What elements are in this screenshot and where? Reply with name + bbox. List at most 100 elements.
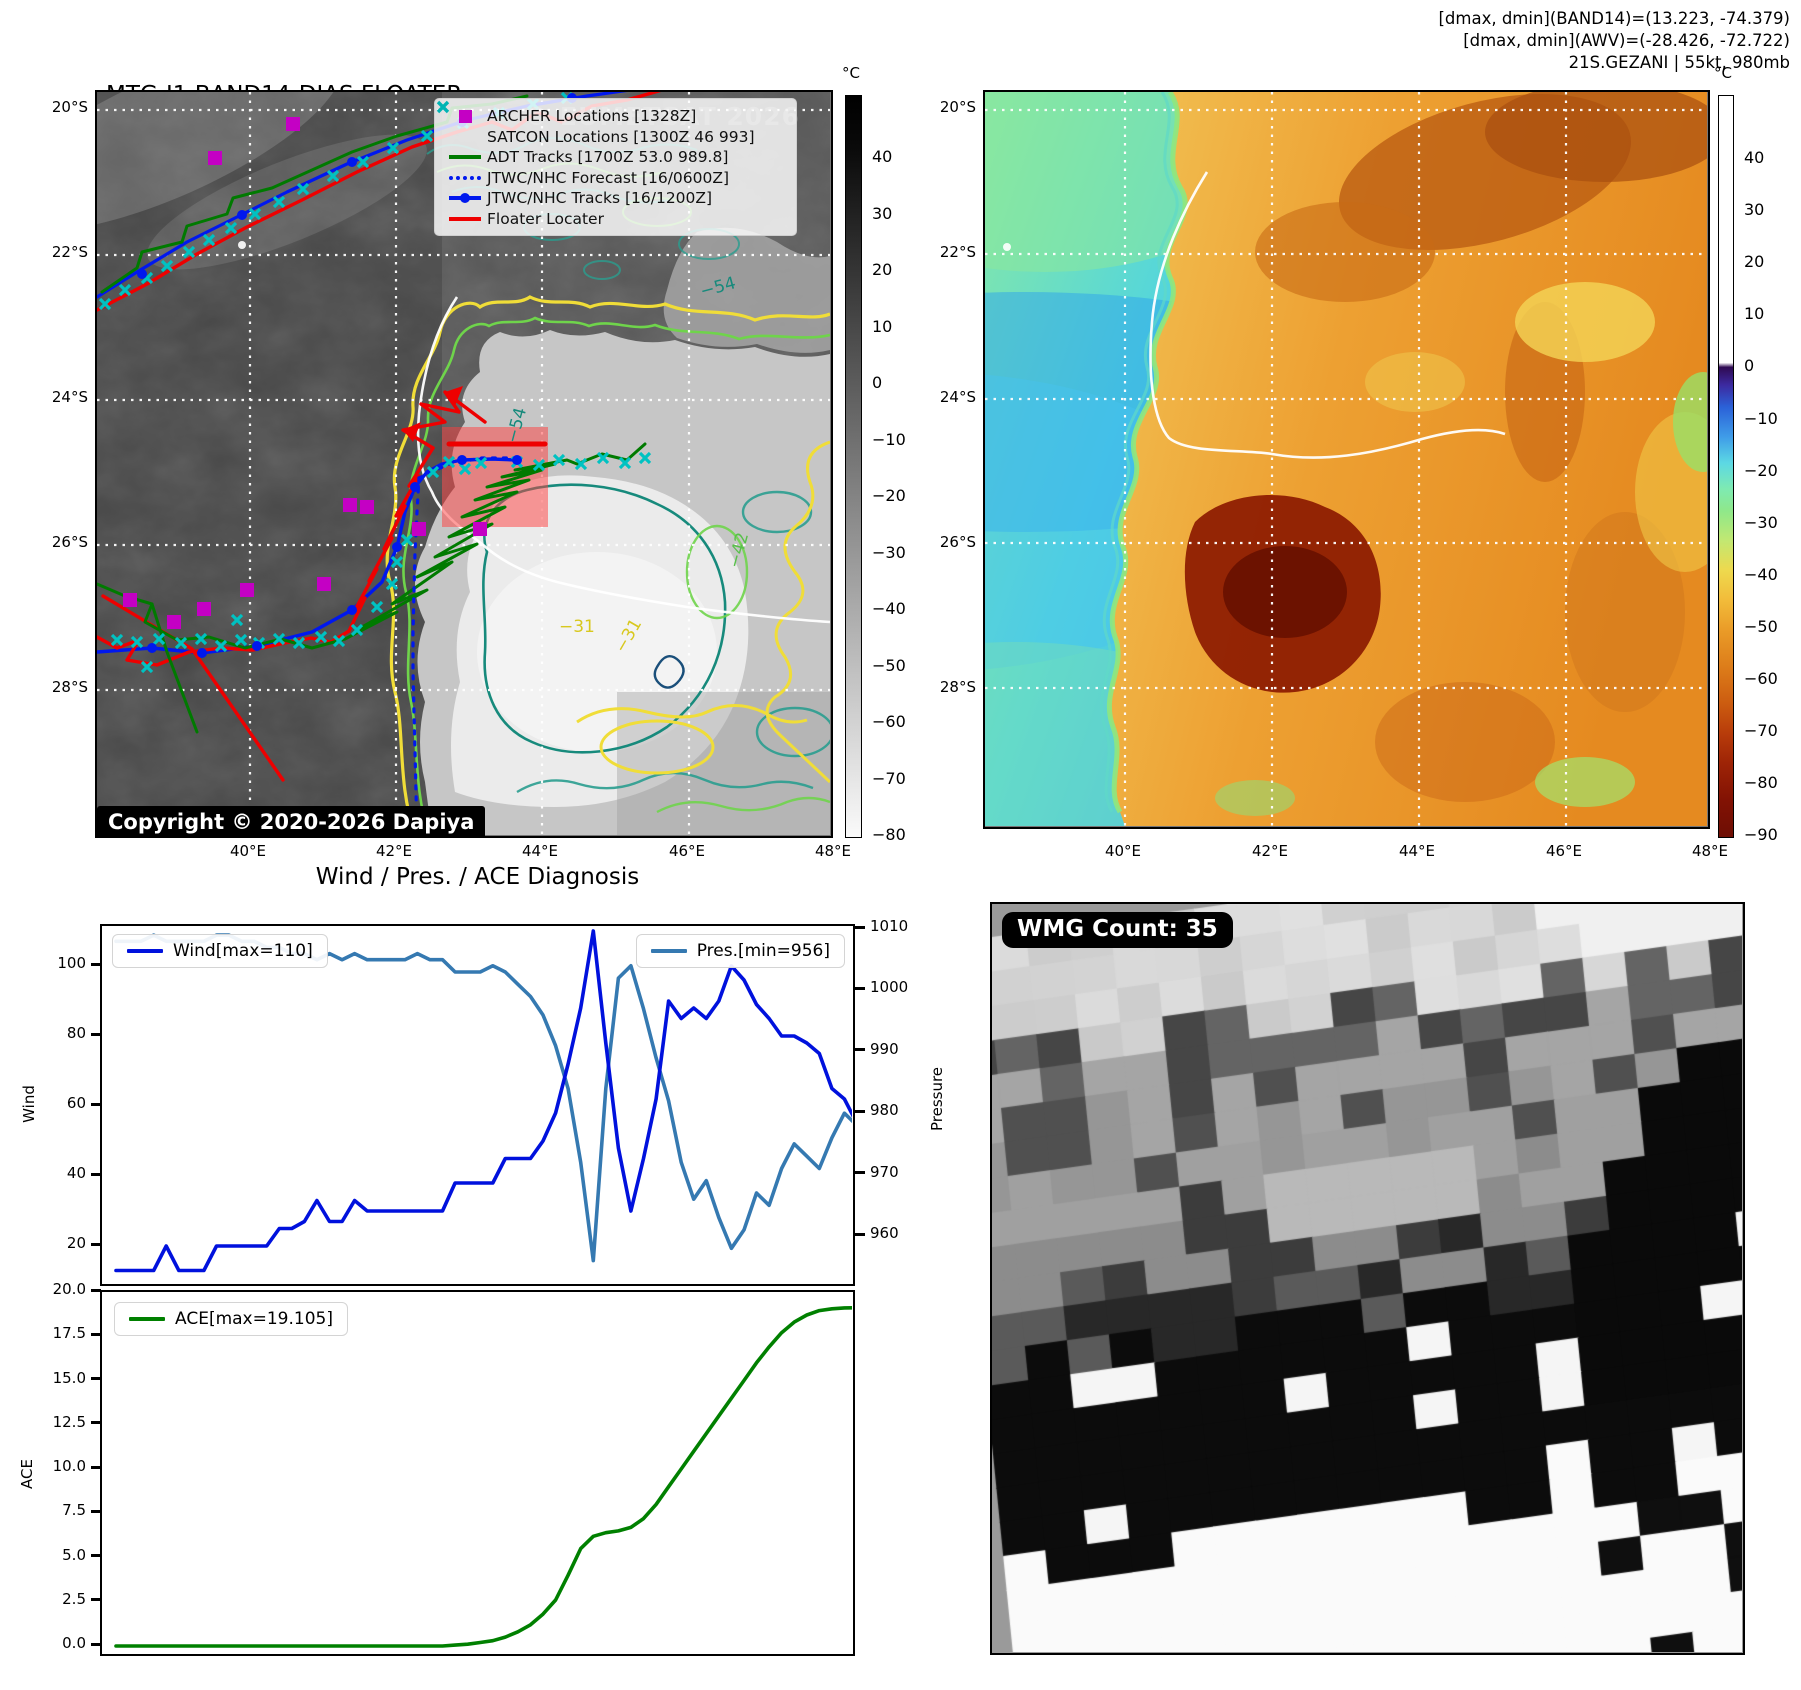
band14-colorbar-tick: 10	[872, 316, 893, 336]
square-marker-icon	[443, 109, 487, 123]
awv-lon-tick: 48°E	[1691, 842, 1729, 860]
ace-tick-label: 20.0	[52, 1280, 86, 1298]
pressure-tick-mark	[855, 986, 865, 990]
diagnosis-title: Wind / Pres. / ACE Diagnosis	[315, 864, 640, 890]
ace-legend-label: ACE[max=19.105]	[175, 1309, 333, 1329]
band14-colorbar-tick: −10	[872, 429, 906, 449]
awv-lon-tick: 44°E	[1398, 842, 1436, 860]
awv-lat-tick: 20°S	[939, 98, 976, 116]
band14-colorbar-tick: 30	[872, 203, 893, 223]
ace-tick-label: 12.5	[52, 1412, 86, 1431]
band14-colorbar	[845, 95, 862, 838]
pressure-tick-mark	[855, 1048, 865, 1052]
wind-pressure-chart: Wind[max=110] Pres.[min=956]	[100, 924, 872, 1286]
pressure-axis-label: Pressure	[928, 1066, 947, 1132]
wind-legend-line	[127, 948, 163, 954]
awv-colorbar-tick: −40	[1744, 564, 1778, 584]
wind-tick-mark	[91, 1032, 101, 1036]
wind-tick-mark	[91, 1242, 101, 1246]
wind-tick-label: 80	[66, 1024, 86, 1042]
awv-colorbar-tick: 30	[1744, 200, 1765, 220]
wind-tick-label: 100	[57, 954, 86, 972]
wmg-panel	[990, 902, 1745, 1655]
ace-legend: ACE[max=19.105]	[114, 1302, 348, 1336]
wmg-mosaic-image	[992, 904, 1742, 1652]
band14-colorbar-unit: °C	[842, 64, 860, 82]
wind-legend-label: Wind[max=110]	[173, 941, 313, 961]
dmax-dmin-awv: [dmax, dmin](AWV)=(-28.426, -72.722)	[1463, 31, 1790, 50]
ace-tick-label: 10.0	[52, 1457, 86, 1475]
ace-tick-mark	[91, 1288, 101, 1292]
pressure-legend: Pres.[min=956]	[635, 934, 845, 968]
legend-item: SATCON Locations [1300Z 46 993]	[436, 100, 788, 148]
line-marker-icon	[443, 155, 487, 160]
pressure-tick-mark	[855, 1171, 865, 1175]
band14-lat-tick: 26°S	[51, 533, 88, 551]
wind-tick-label: 20	[66, 1234, 86, 1252]
dotted-marker-icon	[443, 175, 487, 180]
legend-item-label: Floater Locater	[487, 209, 604, 228]
pressure-tick-label: 990	[870, 1039, 899, 1058]
ace-tick-label: 5.0	[62, 1545, 86, 1564]
legend-item-label: JTWC/NHC Tracks [16/1200Z]	[487, 189, 713, 208]
band14-colorbar-tick: −30	[872, 542, 906, 562]
ace-tick-mark	[91, 1554, 101, 1557]
awv-colorbar-tick: 10	[1744, 304, 1765, 324]
ace-chart: ACE[max=19.105]	[100, 1290, 859, 1656]
awv-colorbar-tick: −60	[1744, 669, 1778, 688]
line-marker-icon	[443, 216, 487, 221]
pressure-tick-mark	[855, 1109, 865, 1113]
copyright-badge: Copyright © 2020-2026 Dapiya	[97, 806, 486, 836]
band14-lat-tick: 24°S	[51, 388, 88, 406]
legend-item: JTWC/NHC Forecast [16/0600Z]	[443, 168, 788, 189]
awv-colorbar-tick: −80	[1744, 773, 1778, 793]
band14-colorbar-tick: −80	[872, 825, 906, 844]
awv-colorbar-tick: −70	[1744, 721, 1778, 741]
contour-label: −31	[559, 617, 595, 637]
ace-tick-mark	[91, 1465, 101, 1469]
awv-colorbar-tick: −20	[1744, 460, 1778, 480]
wind-axis-label: Wind	[19, 1085, 38, 1123]
awv-lat-tick: 24°S	[939, 388, 976, 406]
awv-colorbar-tick: −10	[1744, 408, 1778, 428]
pressure-tick-label: 980	[870, 1101, 899, 1120]
band14-lat-tick: 20°S	[51, 98, 88, 116]
band14-colorbar-tick: −60	[872, 712, 906, 731]
band14-lon-tick: 46°E	[668, 842, 706, 860]
wind-tick-label: 40	[66, 1164, 86, 1182]
band14-colorbar-tick: 20	[872, 260, 893, 279]
awv-colorbar	[1718, 95, 1734, 838]
wmg-count-badge: WMG Count: 35	[1002, 912, 1233, 948]
band14-lon-tick: 40°E	[229, 842, 267, 860]
ace-tick-label: 15.0	[52, 1368, 86, 1387]
ace-plot	[114, 1306, 859, 1648]
wind-tick-label: 60	[66, 1094, 86, 1112]
ace-tick-label: 2.5	[62, 1589, 86, 1608]
band14-lat-tick: 28°S	[51, 678, 88, 696]
wind-pressure-plot	[114, 929, 872, 1273]
band14-legend: ARCHER Locations [1328Z] SATCON Locations…	[434, 98, 797, 236]
ace-tick-label: 17.5	[52, 1324, 86, 1343]
legend-item-label: SATCON Locations [1300Z 46 993]	[487, 127, 755, 146]
awv-lon-tick: 40°E	[1104, 842, 1142, 860]
legend-item: JTWC/NHC Tracks [16/1200Z]	[443, 188, 788, 209]
awv-lon-tick: 46°E	[1545, 842, 1583, 860]
band14-lon-tick: 42°E	[375, 842, 413, 860]
awv-colorbar-tick: −50	[1744, 616, 1778, 636]
wind-tick-mark	[91, 1102, 101, 1106]
line-marker-marker-icon	[443, 193, 487, 204]
wind-legend: Wind[max=110]	[112, 934, 328, 968]
band14-lon-tick: 44°E	[521, 842, 559, 860]
legend-item-label: ADT Tracks [1700Z 53.0 989.8]	[487, 148, 729, 167]
legend-item: ADT Tracks [1700Z 53.0 989.8]	[443, 147, 788, 168]
awv-lon-tick: 42°E	[1251, 842, 1289, 860]
awv-colorbar-unit: °C	[1714, 64, 1732, 82]
ace-axis-label: ACE	[17, 1459, 36, 1489]
band14-colorbar-tick: −40	[872, 599, 906, 618]
ace-tick-mark	[91, 1642, 101, 1646]
pressure-tick-mark	[855, 1232, 865, 1236]
band14-colorbar-tick: −50	[872, 655, 906, 675]
legend-item-label: JTWC/NHC Forecast [16/0600Z]	[487, 168, 730, 187]
pressure-tick-label: 1000	[870, 978, 909, 997]
